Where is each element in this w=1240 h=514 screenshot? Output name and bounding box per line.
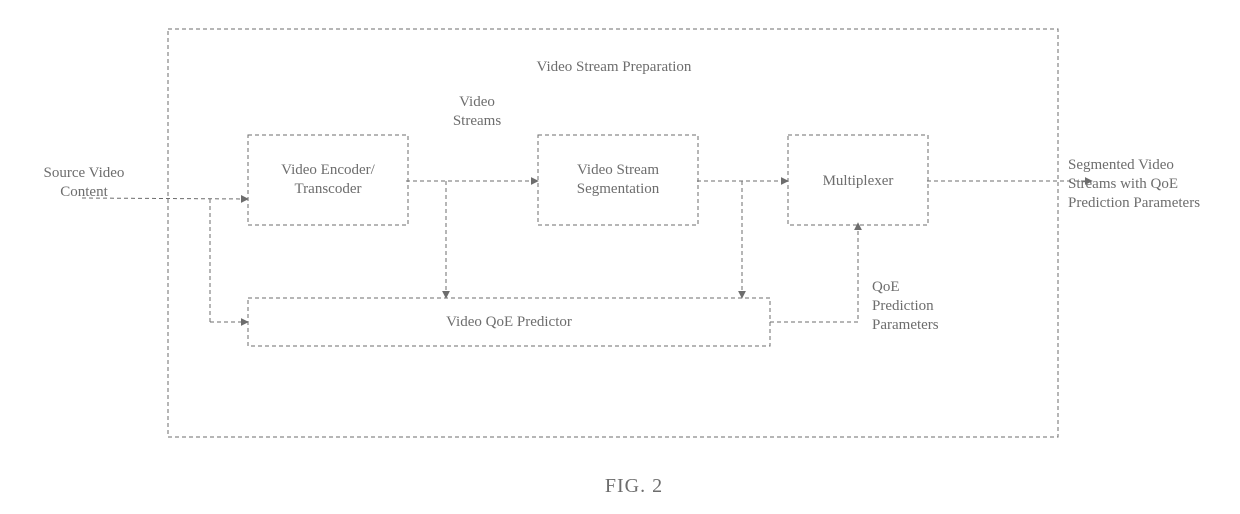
qoe-params-lbl: QoE Prediction Parameters [872,278,1002,334]
figure-caption: FIG. 2 [574,474,694,499]
segmentation-label: Video Stream Segmentation [538,161,698,199]
predictor-label: Video QoE Predictor [248,313,770,332]
multiplexer-label: Multiplexer [788,172,928,191]
container-title: Video Stream Preparation [494,58,734,77]
input-label: Source Video Content [14,164,154,202]
edge-pred-to-mux [770,223,858,322]
container-box [168,29,1058,437]
video-streams-lbl: Video Streams [432,93,522,131]
output-label: Segmented Video Streams with QoE Predict… [1068,156,1240,212]
encoder-label: Video Encoder/ Transcoder [248,161,408,199]
